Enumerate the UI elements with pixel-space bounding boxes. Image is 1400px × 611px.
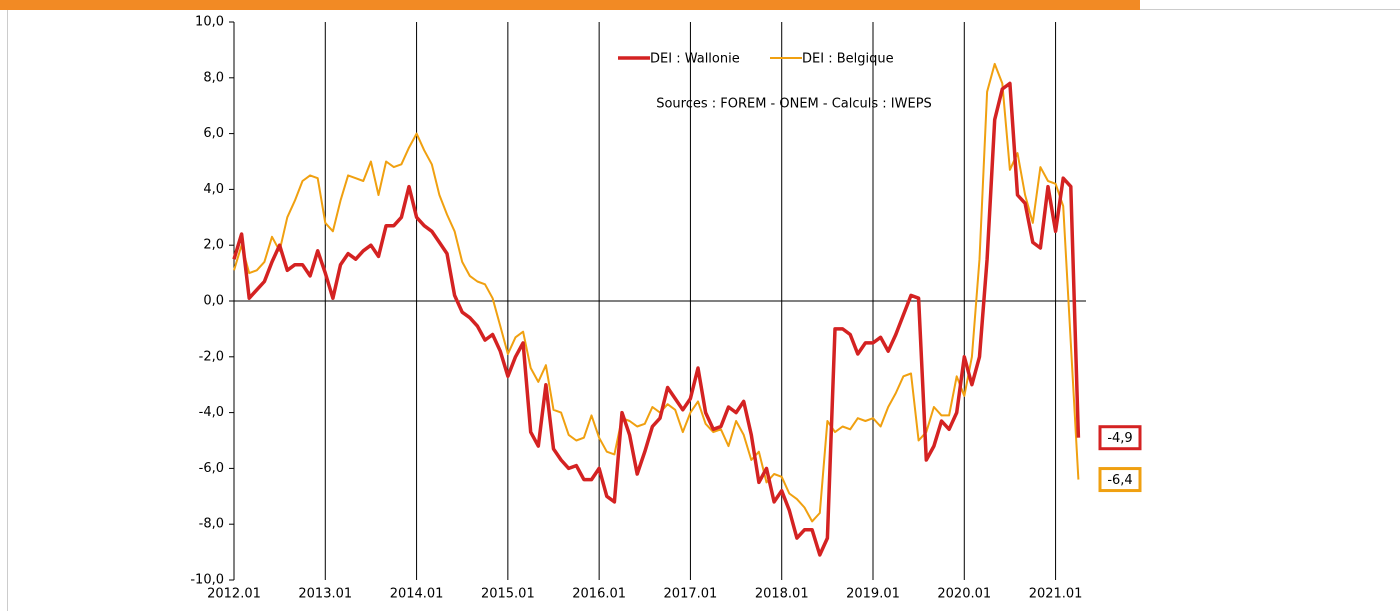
x-tick-label: 2021.01: [1029, 587, 1083, 602]
x-tick-label: 2017.01: [664, 587, 718, 602]
x-tick-label: 2015.01: [481, 587, 535, 602]
end-label: -4,9: [1107, 431, 1132, 446]
x-tick-label: 2012.01: [207, 587, 261, 602]
y-tick-label: -6,0: [199, 461, 224, 476]
annotation: Sources : FOREM - ONEM - Calculs : IWEPS: [656, 97, 932, 112]
y-tick-label: 10,0: [195, 15, 224, 30]
legend-label: DEI : Belgique: [802, 52, 894, 67]
top-bar: [0, 0, 1140, 10]
y-tick-label: -2,0: [199, 349, 224, 364]
end-label: -6,4: [1107, 473, 1132, 488]
y-tick-label: -10,0: [190, 573, 224, 588]
x-tick-label: 2014.01: [390, 587, 444, 602]
series-line: [233, 62, 1080, 523]
x-tick-label: 2018.01: [755, 587, 809, 602]
y-tick-label: 0,0: [203, 294, 224, 309]
y-tick-label: 4,0: [203, 182, 224, 197]
x-tick-label: 2016.01: [572, 587, 626, 602]
x-tick-label: 2020.01: [937, 587, 991, 602]
y-tick-label: -8,0: [199, 517, 224, 532]
x-tick-label: 2019.01: [846, 587, 900, 602]
end-label-box: [1098, 425, 1142, 451]
x-tick-label: 2013.01: [298, 587, 352, 602]
y-tick-label: 6,0: [203, 126, 224, 141]
series-line: [232, 81, 1081, 557]
y-tick-label: 2,0: [203, 238, 224, 253]
y-tick-label: -4,0: [199, 405, 224, 420]
y-tick-label: 8,0: [203, 70, 224, 85]
legend-label: DEI : Wallonie: [650, 52, 740, 67]
end-label-box: [1098, 467, 1142, 493]
